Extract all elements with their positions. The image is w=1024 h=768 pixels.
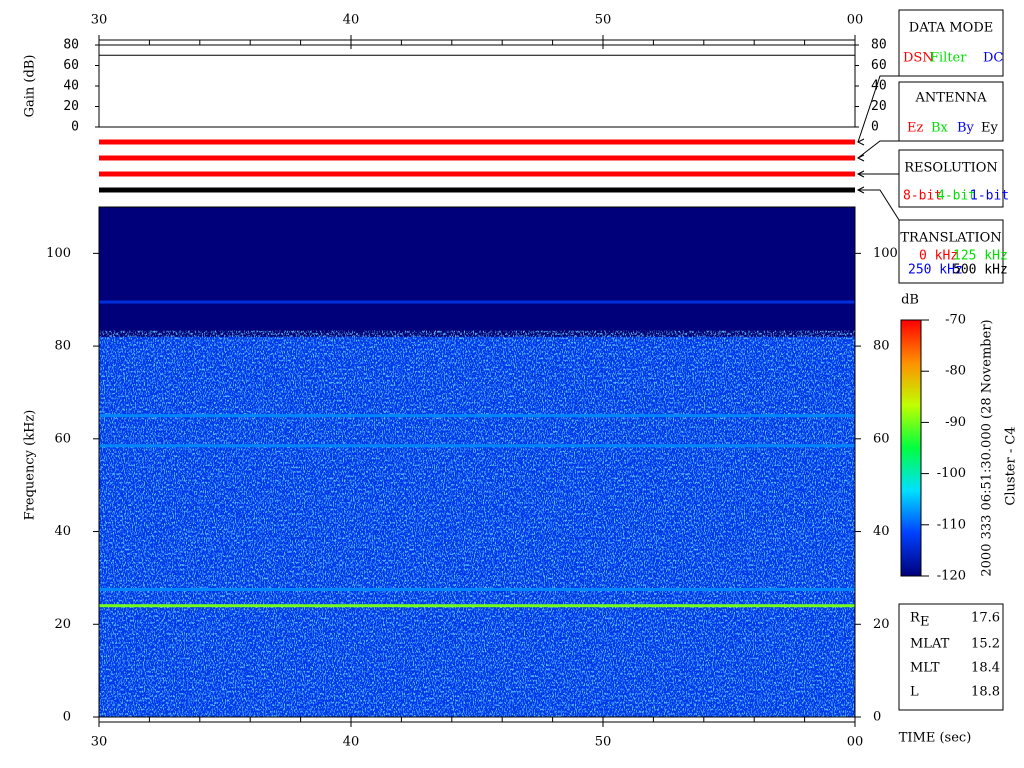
stat-label: MLAT <box>910 637 950 652</box>
x-tick-label: 30 <box>91 13 108 28</box>
y-tick-label: 20 <box>871 99 887 114</box>
colorbar-tick-label: -120 <box>937 569 966 584</box>
panel-item: 1-bit <box>970 189 1009 204</box>
panel-item: 500 kHz <box>953 263 1008 278</box>
panel-item: 0 kHz <box>919 249 958 264</box>
x-tick-label: 50 <box>595 13 612 28</box>
x-tick-label: 40 <box>343 13 360 28</box>
x-tick-label: 40 <box>343 735 360 750</box>
stat-value: 18.4 <box>971 661 1000 676</box>
y-tick-label: 80 <box>63 38 79 53</box>
panel-title: ANTENNA <box>914 91 987 106</box>
spectral-line <box>99 414 855 418</box>
panel-item: 4-bit <box>937 189 976 204</box>
panel-item: DSN <box>903 51 934 66</box>
stat-label: L <box>910 685 919 700</box>
noise-speckle <box>99 330 855 717</box>
stat-label: MLT <box>910 661 940 676</box>
panel-item: Ey <box>981 121 998 136</box>
colorbar-tick-label: -100 <box>937 466 966 481</box>
spectral-line <box>99 300 855 304</box>
spectrogram-frame <box>98 206 856 718</box>
panel-item: Bx <box>931 121 949 136</box>
y-tick-label: 20 <box>873 617 890 632</box>
y-tick-label: 0 <box>871 120 879 135</box>
y-tick-label: 80 <box>54 339 71 354</box>
y-tick-label: 60 <box>873 431 890 446</box>
frequency-axis-label: Frequency (kHz) <box>23 410 38 521</box>
colorbar-tick-label: -70 <box>945 313 966 328</box>
colorbar <box>900 319 922 577</box>
panel-item: Ez <box>907 121 923 136</box>
colorbar-tick-label: -90 <box>945 415 966 430</box>
colorbar-tick-label: -80 <box>945 364 966 379</box>
spectral-line <box>99 588 855 591</box>
panel-item: 8-bit <box>903 189 942 204</box>
y-tick-label: 40 <box>54 524 71 539</box>
y-tick-label: 100 <box>873 246 898 261</box>
x-tick-label: 30 <box>91 735 108 750</box>
colorbar-label: dB <box>901 293 919 308</box>
stat-value: 18.8 <box>971 685 1000 700</box>
y-tick-label: 60 <box>871 58 887 73</box>
stat-value: 17.6 <box>971 611 1000 626</box>
spectral-line <box>99 444 855 448</box>
spectrogram <box>99 207 855 717</box>
x-tick-label: 00 <box>847 13 864 28</box>
spacecraft: Cluster - C4 <box>1004 426 1019 505</box>
gain-axis-label: Gain (dB) <box>23 55 38 118</box>
legend-boxes <box>856 9 1004 711</box>
time-axis-label: TIME (sec) <box>899 731 972 746</box>
y-tick-label: 40 <box>871 79 887 94</box>
panel-title: TRANSLATION <box>900 231 1001 246</box>
x-tick-label: 50 <box>595 735 612 750</box>
spectral-line <box>99 604 855 608</box>
panel-title: RESOLUTION <box>904 161 998 176</box>
y-tick-label: 20 <box>63 99 79 114</box>
panel-item: DC <box>983 51 1003 66</box>
y-tick-label: 0 <box>873 710 881 725</box>
colorbar-tick-label: -110 <box>937 517 966 532</box>
stat-label: R <box>910 611 921 626</box>
y-tick-label: 0 <box>63 710 71 725</box>
y-tick-label: 40 <box>63 79 79 94</box>
y-tick-label: 0 <box>71 120 79 135</box>
y-tick-label: 40 <box>873 524 890 539</box>
y-tick-label: 60 <box>63 58 79 73</box>
y-tick-label: 80 <box>871 38 887 53</box>
panel-item: By <box>957 121 975 136</box>
y-tick-label: 60 <box>54 431 71 446</box>
x-tick-label: 00 <box>847 735 864 750</box>
y-tick-label: 100 <box>46 246 71 261</box>
y-tick-label: 80 <box>873 339 890 354</box>
panel-item: Filter <box>930 51 967 66</box>
stat-value: 15.2 <box>971 637 1000 652</box>
stat-label-sub: E <box>920 615 930 630</box>
panel-item: 250 kHz <box>908 263 963 278</box>
panel-item: 125 kHz <box>953 249 1008 264</box>
panel-title: DATA MODE <box>909 21 993 36</box>
y-tick-label: 20 <box>54 617 71 632</box>
timestamp: 2000 333 06:51:30.000 (28 November) <box>980 319 995 576</box>
